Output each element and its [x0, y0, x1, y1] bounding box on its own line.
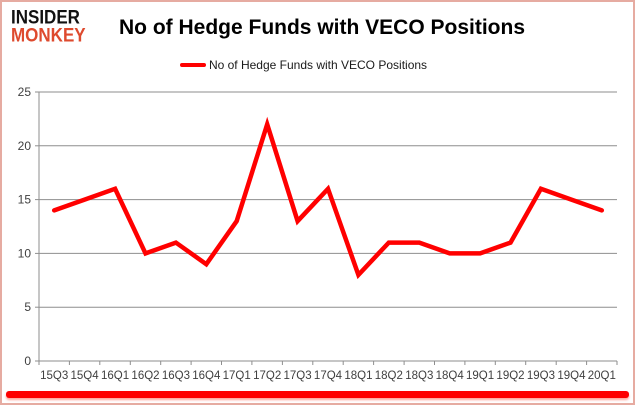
x-axis-label: 18Q4 [436, 370, 465, 382]
x-axis-label: 16Q2 [131, 370, 159, 382]
x-axis-label: 16Q3 [162, 370, 190, 382]
x-axis-label: 19Q1 [466, 370, 494, 382]
logo-monkey-text: MONKEY [11, 24, 86, 46]
bottom-accent-bar [6, 391, 629, 398]
y-axis-label: 15 [18, 193, 32, 207]
y-axis-label: 10 [18, 246, 32, 260]
x-axis-label: 18Q3 [405, 370, 433, 382]
chart-title: No of Hedge Funds with VECO Positions [119, 16, 526, 39]
logo-insider-text: INSIDER [11, 6, 80, 29]
y-axis-label: 25 [18, 85, 32, 99]
legend-label: No of Hedge Funds with VECO Positions [208, 58, 428, 72]
x-axis-label: 19Q4 [557, 370, 586, 382]
y-axis-label: 5 [24, 300, 31, 314]
y-axis-label: 20 [18, 139, 32, 153]
x-axis-label: 17Q3 [284, 370, 312, 382]
x-axis-label: 19Q2 [496, 370, 524, 382]
x-axis-label: 20Q1 [588, 370, 616, 382]
y-axis-label: 0 [24, 354, 31, 368]
x-axis-label: 18Q1 [344, 370, 372, 382]
x-axis-label: 16Q4 [192, 370, 221, 382]
x-axis-label: 17Q2 [253, 370, 281, 382]
x-axis-label: 19Q3 [527, 370, 555, 382]
insider-monkey-logo: INSIDER MONKEY [11, 6, 86, 46]
legend-red-line-icon [179, 63, 206, 67]
x-axis-label: 17Q4 [314, 370, 343, 382]
x-axis-label: 15Q4 [71, 370, 100, 382]
x-axis-label: 18Q2 [375, 370, 403, 382]
x-axis-label: 17Q1 [223, 370, 251, 382]
x-axis-label: 16Q1 [101, 370, 129, 382]
chart-legend: No of Hedge Funds with VECO Positions [2, 58, 619, 72]
data-line [51, 116, 605, 280]
x-axis-label: 15Q3 [40, 370, 68, 382]
